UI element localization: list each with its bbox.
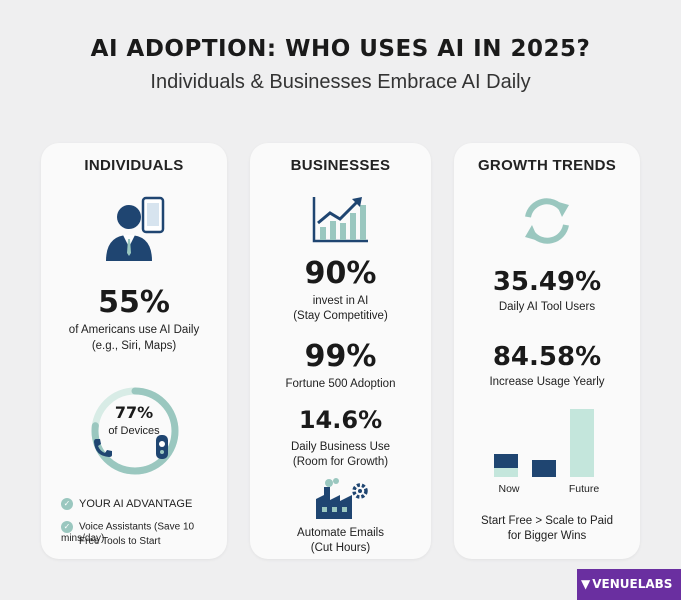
business-stat1-line2: (Stay Competitive) xyxy=(293,310,388,322)
individuals-stat-line2: (e.g., Siri, Maps) xyxy=(91,340,177,352)
ring-value: 77% xyxy=(114,403,154,422)
growth-stat2-line1: Increase Usage Yearly xyxy=(489,376,605,388)
person-phone-icon xyxy=(106,196,165,261)
factory-gear-icon xyxy=(316,478,368,519)
ring-label: of Devices xyxy=(108,425,160,437)
growth-card: GROWTH TRENDS 35.49% Daily AI Tool Users… xyxy=(454,143,640,559)
bar-trend-icon xyxy=(312,197,368,243)
individuals-heading: INDIVIDUALS xyxy=(84,157,184,174)
automate-line2: (Cut Hours) xyxy=(310,542,371,554)
label-future: Future xyxy=(568,483,600,495)
check-icon: ✓ xyxy=(61,521,73,533)
mid-bar xyxy=(532,460,556,477)
bullet-line1: Voice Assistants (Save 10 mins/day) xyxy=(61,521,195,544)
business-stat2-line1: Fortune 500 Adoption xyxy=(285,378,396,390)
v-logo-icon: ▼ xyxy=(581,577,591,591)
refresh-cycle-icon xyxy=(525,198,569,244)
venuelabs-logo: ▼ VENUELABS xyxy=(577,569,681,600)
businesses-card: BUSINESSES 90% invest in AI (Stay Compet… xyxy=(250,143,431,559)
growth-stat1-value: 35.49% xyxy=(492,267,602,297)
business-stat1-value: 90% xyxy=(304,256,377,291)
logo-text: VENUELABS xyxy=(592,577,673,591)
growth-stat1-line1: Daily AI Tool Users xyxy=(498,301,596,313)
business-stat1-line1: invest in AI xyxy=(312,295,369,307)
now-bar xyxy=(494,454,518,468)
advantage-label: YOUR AI ADVANTAGE xyxy=(79,498,193,510)
bullet-line2: Free Tools to Start xyxy=(79,536,161,547)
speaker-icon xyxy=(156,435,168,459)
advantage-row: ✓ YOUR AI ADVANTAGE xyxy=(61,498,193,511)
business-stat3-line2: (Room for Growth) xyxy=(292,456,389,468)
business-stat2-value: 99% xyxy=(304,339,377,374)
growth-heading: GROWTH TRENDS xyxy=(477,157,617,174)
page-subtitle: Individuals & Businesses Embrace AI Dail… xyxy=(150,71,531,93)
label-now: Now xyxy=(498,483,520,495)
growth-stat2-value: 84.58% xyxy=(492,342,602,372)
automate-line1: Automate Emails xyxy=(297,527,384,539)
future-bar xyxy=(570,409,594,477)
donut-ring-icon xyxy=(91,387,179,475)
businesses-heading: BUSINESSES xyxy=(290,157,391,174)
check-icon: ✓ xyxy=(61,498,73,511)
business-stat3-line1: Daily Business Use xyxy=(290,441,391,453)
individuals-stat-line1: of Americans use AI Daily xyxy=(68,324,200,336)
individuals-stat-value: 55% xyxy=(98,285,170,320)
growth-footer-line2: for Bigger Wins xyxy=(507,530,587,542)
business-stat3-value: 14.6% xyxy=(298,406,383,434)
growth-footer-line1: Start Free > Scale to Paid xyxy=(481,515,613,527)
individuals-card: INDIVIDUALS 55% of Americans use AI Dail… xyxy=(41,143,227,559)
growth-bar-illustration xyxy=(494,409,594,477)
bullet-row: ✓ Voice Assistants (Save 10 mins/day) xyxy=(61,521,227,544)
phone-handset-icon xyxy=(94,439,112,457)
page-title: AI ADOPTION: WHO USES AI IN 2025? xyxy=(90,36,591,62)
